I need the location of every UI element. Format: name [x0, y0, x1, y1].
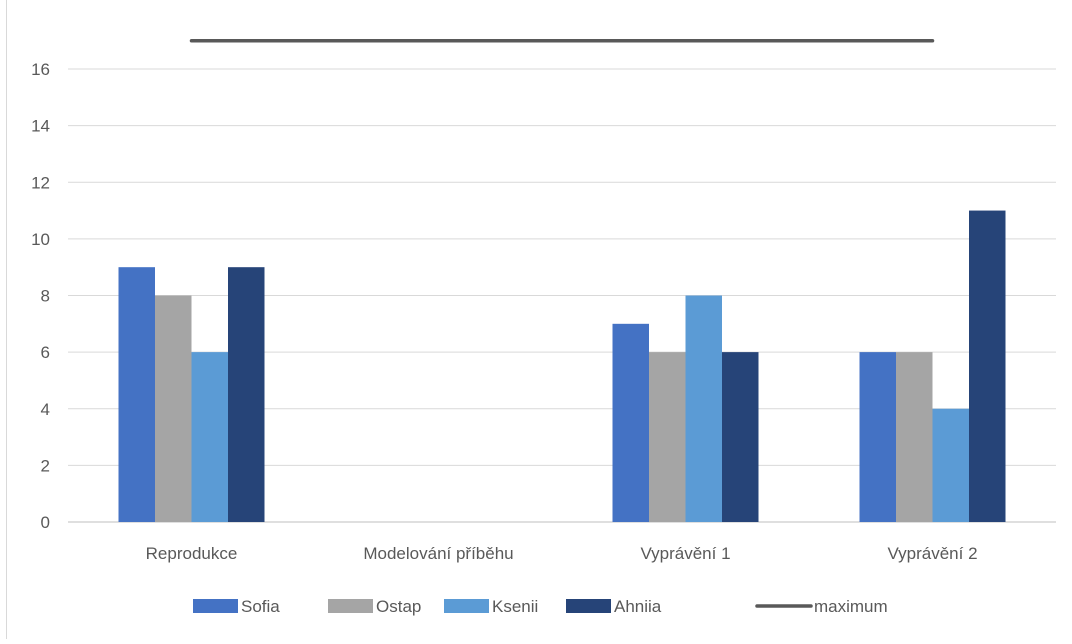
bar-sofia: [859, 352, 896, 522]
y-tick-label: 2: [41, 456, 50, 475]
bar-ksenii: [191, 352, 228, 522]
legend-label: Ostap: [376, 597, 421, 616]
y-tick-label: 14: [31, 117, 50, 136]
bar-sofia: [612, 323, 649, 522]
legend-label: Ksenii: [492, 597, 538, 616]
bar-ahniia: [722, 352, 759, 522]
bar-ostap: [649, 352, 686, 522]
legend-swatch-ostap: [328, 599, 373, 613]
bar-sofia: [118, 267, 155, 522]
chart-border: [6, 0, 7, 639]
y-tick-label: 10: [31, 230, 50, 249]
y-tick-label: 12: [31, 173, 50, 192]
x-category-label: Vyprávění 2: [887, 544, 977, 563]
bar-ostap: [155, 295, 192, 522]
legend-label: Ahniia: [614, 597, 662, 616]
legend: Sofia Ostap Ksenii Ahniia maximum: [193, 597, 888, 616]
legend-swatch-ksenii: [444, 599, 489, 613]
y-tick-label: 8: [41, 287, 50, 306]
y-tick-label: 6: [41, 343, 50, 362]
legend-swatch-ahniia: [566, 599, 611, 613]
y-tick-label: 16: [31, 60, 50, 79]
bar-ksenii: [932, 408, 969, 522]
x-category-label: Modelování příběhu: [363, 544, 513, 563]
x-axis-labels: Reprodukce Modelování příběhu Vyprávění 1 V…: [146, 544, 978, 563]
legend-label: maximum: [814, 597, 888, 616]
legend-swatch-sofia: [193, 599, 238, 613]
bar-ostap: [896, 352, 933, 522]
y-tick-label: 0: [41, 513, 50, 532]
legend-label: Sofia: [241, 597, 280, 616]
x-category-label: Vyprávění 1: [640, 544, 730, 563]
y-axis-ticks: 0 2 4 6 8 10 12 14 16: [31, 60, 50, 532]
bar-ksenii: [685, 295, 722, 522]
x-category-label: Reprodukce: [146, 544, 238, 563]
bars: [118, 210, 1006, 522]
y-tick-label: 4: [41, 400, 50, 419]
bar-ahniia: [969, 210, 1006, 522]
bar-ahniia: [228, 267, 265, 522]
